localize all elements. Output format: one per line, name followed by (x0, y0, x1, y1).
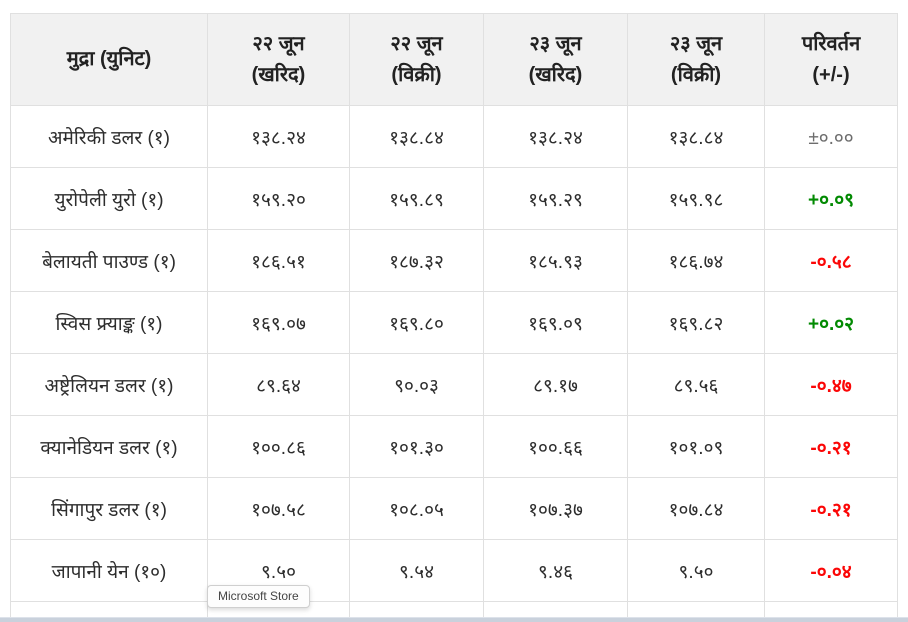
rate-cell: १०१.३० (349, 415, 484, 478)
taskbar-edge[interactable] (0, 617, 908, 622)
table-row-chf: स्विस फ्र्याङ्क (१) १६९.०७ १६९.८० १६९.०९… (10, 291, 898, 354)
table-body: अमेरिकी डलर (१) १३८.२४ १३८.८४ १३८.२४ १३८… (10, 105, 898, 622)
change-cell: +०.०२ (764, 291, 898, 354)
rate-cell: ९.४६ (483, 539, 628, 602)
currency-cell: स्विस फ्र्याङ्क (१) (10, 291, 208, 354)
rate-cell: १००.८६ (207, 415, 350, 478)
rate-cell: १०७.८४ (627, 477, 765, 540)
change-cell: -०.४७ (764, 353, 898, 416)
table-row-jpy: जापानी येन (१०) ९.५० ९.५४ ९.४६ ९.५० -०.०… (10, 539, 898, 602)
rate-cell: १०१.०९ (627, 415, 765, 478)
change-cell: -०.२१ (764, 477, 898, 540)
currency-cell: सिंगापुर डलर (१) (10, 477, 208, 540)
currency-cell: क्यानेडियन डलर (१) (10, 415, 208, 478)
header-line1: २२ जून (390, 32, 443, 55)
rate-cell: १३८.८४ (349, 105, 484, 168)
header-line1: २३ जून (529, 32, 582, 55)
rate-cell: १६९.८० (349, 291, 484, 354)
rate-cell: १५९.८९ (349, 167, 484, 230)
table-row-sgd: सिंगापुर डलर (१) १०७.५८ १०८.०५ १०७.३७ १०… (10, 477, 898, 540)
rate-cell: १३८.८४ (627, 105, 765, 168)
exchange-rate-table-container: मुद्रा (युनिट) २२ जून (खरिद) २२ जून (विक… (10, 13, 898, 622)
table-row-cad: क्यानेडियन डलर (१) १००.८६ १०१.३० १००.६६ … (10, 415, 898, 478)
table-row-aud: अष्ट्रेलियन डलर (१) ८९.६४ ९०.०३ ८९.१७ ८९… (10, 353, 898, 416)
header-line1: परिवर्तन (801, 32, 861, 55)
currency-cell: जापानी येन (१०) (10, 539, 208, 602)
header-line2: (+/-) (812, 63, 850, 86)
empty-cell (349, 601, 484, 622)
rate-cell: १८६.७४ (627, 229, 765, 292)
rate-cell: १०७.३७ (483, 477, 628, 540)
change-cell: -०.५८ (764, 229, 898, 292)
rate-cell: १०८.०५ (349, 477, 484, 540)
table-header: मुद्रा (युनिट) २२ जून (खरिद) २२ जून (विक… (10, 13, 898, 106)
rate-cell: १५९.२० (207, 167, 350, 230)
rate-cell: १६९.०७ (207, 291, 350, 354)
change-cell: -०.०४ (764, 539, 898, 602)
rate-cell: १३८.२४ (483, 105, 628, 168)
rate-cell: १६९.०९ (483, 291, 628, 354)
empty-cell (483, 601, 628, 622)
currency-cell: अमेरिकी डलर (१) (10, 105, 208, 168)
rate-cell: १६९.८२ (627, 291, 765, 354)
table-row-usd: अमेरिकी डलर (१) १३८.२४ १३८.८४ १३८.२४ १३८… (10, 105, 898, 168)
header-line2: (खरिद) (251, 63, 306, 86)
rate-cell: ९.५० (627, 539, 765, 602)
currency-cell: अष्ट्रेलियन डलर (१) (10, 353, 208, 416)
header-jun22-buy: २२ जून (खरिद) (207, 13, 350, 106)
rate-cell: ८९.६४ (207, 353, 350, 416)
rate-cell: १५९.२९ (483, 167, 628, 230)
header-jun22-sell: २२ जून (विक्री) (349, 13, 484, 106)
rate-cell: १३८.२४ (207, 105, 350, 168)
header-currency: मुद्रा (युनिट) (10, 13, 208, 106)
table-row-gbp: बेलायती पाउण्ड (१) १८६.५१ १८७.३२ १८५.९३ … (10, 229, 898, 292)
rate-cell: ८९.५६ (627, 353, 765, 416)
change-cell: -०.२१ (764, 415, 898, 478)
rate-cell: १८६.५१ (207, 229, 350, 292)
rate-cell: १०७.५८ (207, 477, 350, 540)
rate-cell: १५९.९८ (627, 167, 765, 230)
taskbar-tooltip: Microsoft Store (207, 585, 310, 608)
exchange-rate-table: मुद्रा (युनिट) २२ जून (खरिद) २२ जून (विक… (10, 13, 898, 622)
rate-cell: ९०.०३ (349, 353, 484, 416)
table-row-eur: युरोपेली युरो (१) १५९.२० १५९.८९ १५९.२९ १… (10, 167, 898, 230)
header-line2: (खरिद) (528, 63, 583, 86)
currency-cell: बेलायती पाउण्ड (१) (10, 229, 208, 292)
change-cell: ±०.०० (764, 105, 898, 168)
rate-cell: १००.६६ (483, 415, 628, 478)
header-change: परिवर्तन (+/-) (764, 13, 898, 106)
header-line2: (विक्री) (391, 63, 442, 86)
header-line2: (विक्री) (670, 63, 722, 86)
rate-cell: १८५.९३ (483, 229, 628, 292)
header-jun23-sell: २३ जून (विक्री) (627, 13, 765, 106)
currency-cell: युरोपेली युरो (१) (10, 167, 208, 230)
empty-cell (627, 601, 765, 622)
header-line1: २३ जून (669, 32, 723, 55)
rate-cell: १८७.३२ (349, 229, 484, 292)
header-line1: २२ जून (252, 32, 305, 55)
rate-cell: ८९.१७ (483, 353, 628, 416)
change-cell: +०.०९ (764, 167, 898, 230)
rate-cell: ९.५४ (349, 539, 484, 602)
header-jun23-buy: २३ जून (खरिद) (483, 13, 628, 106)
empty-cell (764, 601, 898, 622)
